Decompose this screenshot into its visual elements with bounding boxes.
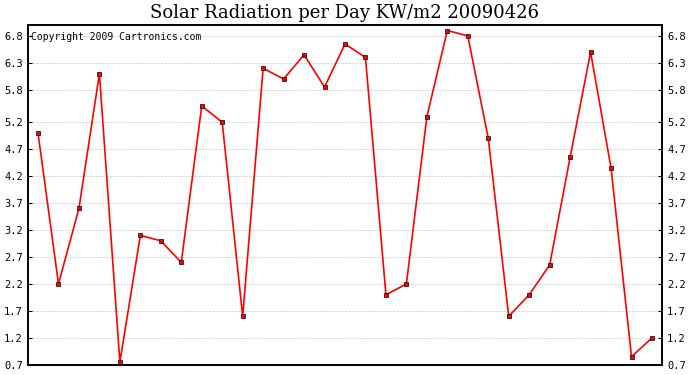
Title: Solar Radiation per Day KW/m2 20090426: Solar Radiation per Day KW/m2 20090426: [150, 4, 540, 22]
Text: Copyright 2009 Cartronics.com: Copyright 2009 Cartronics.com: [31, 32, 201, 42]
